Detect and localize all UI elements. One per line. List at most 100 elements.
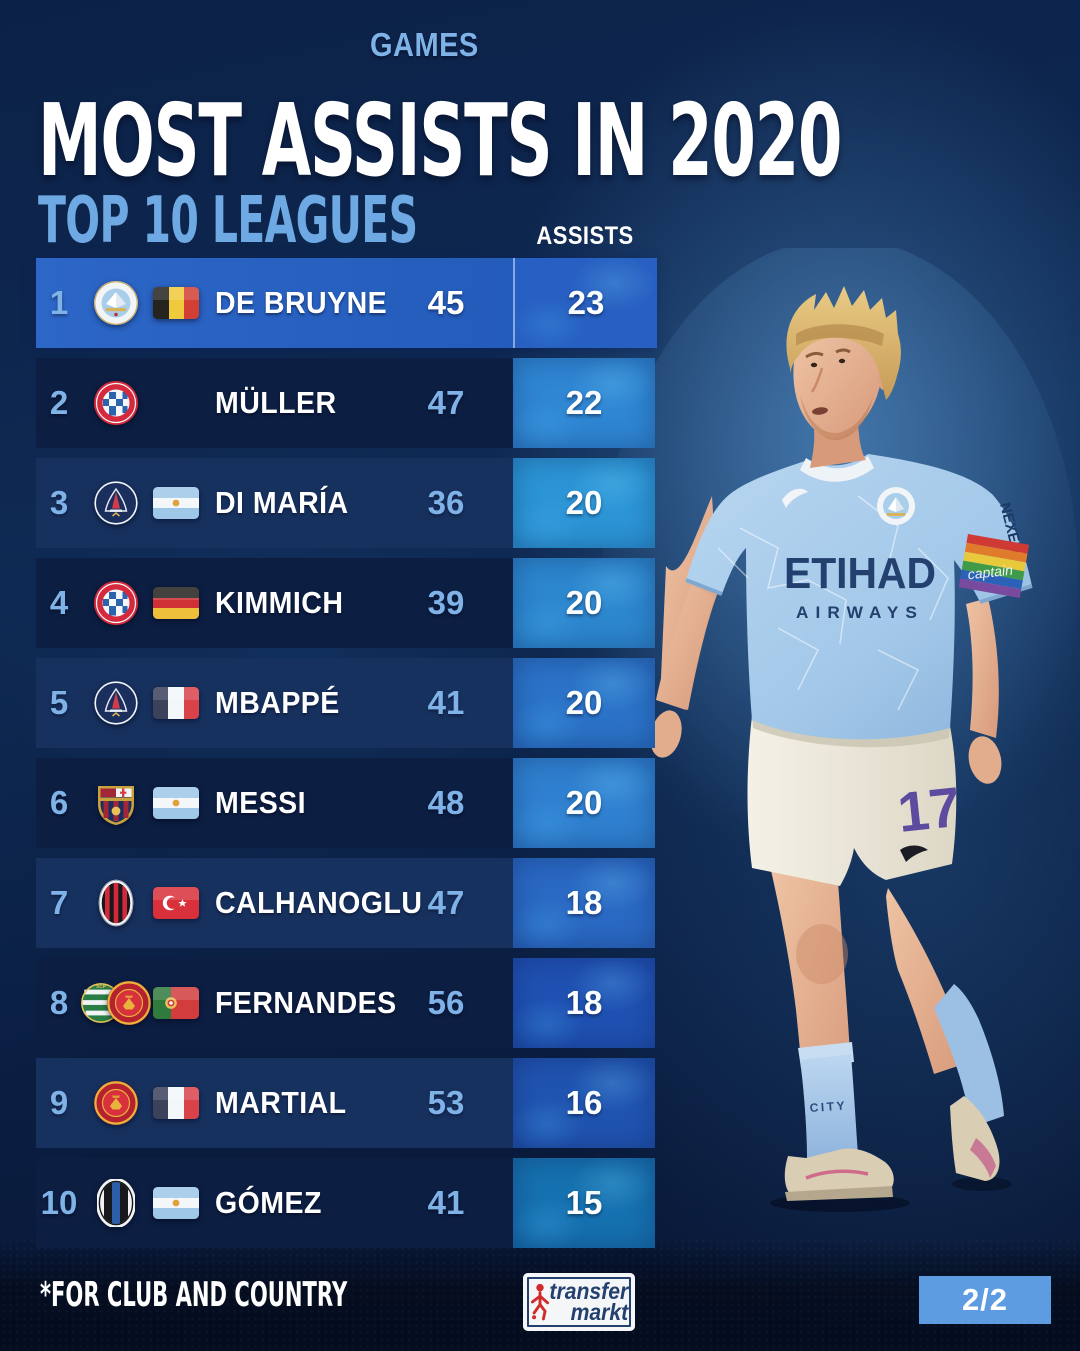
shirt-collar (800, 456, 874, 482)
column-header-assists: ASSISTS (536, 222, 634, 250)
argentina-flag (152, 1158, 200, 1248)
assists-cell: 18 (513, 958, 655, 1048)
player-name: DI MARÍA (215, 485, 349, 520)
player-left-hand (968, 736, 1002, 784)
player-name: MESSI (215, 785, 307, 820)
player-shirt (686, 454, 1032, 740)
table-row: 8 SCP FERNANDES 56 18 (36, 958, 655, 1048)
rank-label: 2 (49, 384, 69, 421)
assists-cell: 20 (513, 458, 655, 548)
rank-label: 9 (49, 1084, 69, 1121)
svg-text:SCP: SCP (96, 984, 107, 990)
boot-swoosh (805, 1169, 869, 1180)
table-row: 7 CALHANOGLU 47 18 (36, 858, 655, 948)
rank-label: 1 (49, 284, 69, 321)
shirt-club-crest (877, 487, 915, 525)
page-indicator-badge: 2/2 (919, 1276, 1051, 1324)
rank-label: 7 (49, 884, 69, 921)
shirt-puma-logo (782, 488, 808, 508)
logo-text-line2: markt (570, 1299, 629, 1325)
rank-label: 3 (49, 484, 69, 521)
manchester-city-badge (93, 280, 139, 326)
rank-label: 4 (49, 584, 69, 621)
games-value: 56 (427, 984, 465, 1021)
captain-armband: captain (958, 534, 1030, 598)
portugal-flag (152, 958, 200, 1048)
player-front-boot (784, 1148, 894, 1199)
club-badges (80, 258, 152, 348)
table-row: 4 KIMMICH 39 20 (36, 558, 655, 648)
shorts-puma-logo (900, 845, 928, 862)
games-value: 48 (427, 784, 465, 821)
table-row: 5 MBAPPÉ 41 20 (36, 658, 655, 748)
psg-badge (93, 680, 139, 726)
player-name: FERNANDES (215, 985, 397, 1020)
logo-text-line1: transfer (549, 1277, 629, 1304)
player-photo-illustration: CITY 17 ETIHAD AIRWAYS (602, 248, 1078, 1212)
player-left-arm (966, 598, 999, 738)
bayern-munich-badge (93, 380, 139, 426)
games-value: 41 (427, 684, 465, 721)
player-hair (786, 286, 901, 400)
club-badges (80, 558, 152, 648)
ac-milan-badge (98, 879, 134, 927)
club-badges (80, 658, 152, 748)
games-value: 47 (427, 384, 465, 421)
manchester-united-badge (106, 980, 152, 1026)
psg-badge (93, 480, 139, 526)
table-row: 6 MESSI 48 20 (36, 758, 655, 848)
rank-label: 5 (49, 684, 69, 721)
manchester-united-badge (93, 1080, 139, 1126)
assists-cell: 16 (513, 1058, 655, 1148)
club-badges: SCP (80, 958, 152, 1048)
barcelona-badge (94, 780, 138, 826)
column-header-games: GAMES (370, 26, 479, 63)
club-badges (80, 858, 152, 948)
footnote: *FOR CLUB AND COUNTRY (40, 1275, 348, 1315)
shirt-crackle-pattern (717, 495, 949, 711)
turkey-flag (152, 858, 200, 948)
armband-text: captain (967, 562, 1014, 583)
shirt-sponsor-subtext: AIRWAYS (796, 603, 924, 622)
games-value: 41 (427, 1184, 465, 1221)
player-shorts (747, 716, 957, 886)
games-value: 47 (427, 884, 465, 921)
page-title: MOST ASSISTS IN 2020 (38, 82, 842, 199)
shorts-number: 17 (895, 775, 964, 844)
rank-label: 6 (49, 784, 69, 821)
player-front-sock (800, 1054, 858, 1160)
player-name: MÜLLER (215, 385, 337, 420)
table-row: 9 MARTIAL 53 16 (36, 1058, 655, 1148)
player-stubble (800, 394, 873, 440)
player-name: KIMMICH (215, 585, 344, 620)
assists-cell: 15 (513, 1158, 655, 1248)
assists-cell: 20 (513, 658, 655, 748)
player-back-sock (934, 984, 1004, 1128)
club-badges (80, 758, 152, 848)
france-flag (152, 1058, 200, 1148)
player-name: CALHANOGLU (215, 885, 423, 920)
club-badges (80, 358, 152, 448)
table-row: 2 MÜLLER 47 22 (36, 358, 655, 448)
games-value: 39 (427, 584, 465, 621)
bayern-munich-badge (93, 580, 139, 626)
transfermarkt-logo: transfer markt (523, 1273, 635, 1331)
table-rows: 1 DE BRUYNE 45 23 2 MÜLLER 47 22 3 DI MA… (36, 258, 657, 1248)
table-row: 10 GÓMEZ 41 15 (36, 1158, 655, 1248)
france-flag (152, 658, 200, 748)
table-row: 3 DI MARÍA 36 20 (36, 458, 655, 548)
germany-flag (152, 558, 200, 648)
sock-text: CITY (809, 1098, 847, 1115)
argentina-flag (152, 758, 200, 848)
logo-runner-icon (529, 1282, 551, 1327)
assists-cell: 20 (513, 558, 655, 648)
club-badges (80, 1058, 152, 1148)
player-right-hand (650, 710, 682, 758)
player-name: MBAPPÉ (215, 685, 340, 720)
player-name: MARTIAL (215, 1085, 347, 1120)
page-subtitle: TOP 10 LEAGUES (38, 184, 418, 259)
assists-cell: 23 (513, 258, 657, 348)
table-row: 1 DE BRUYNE 45 23 (36, 258, 657, 348)
player-name: GÓMEZ (215, 1185, 322, 1220)
